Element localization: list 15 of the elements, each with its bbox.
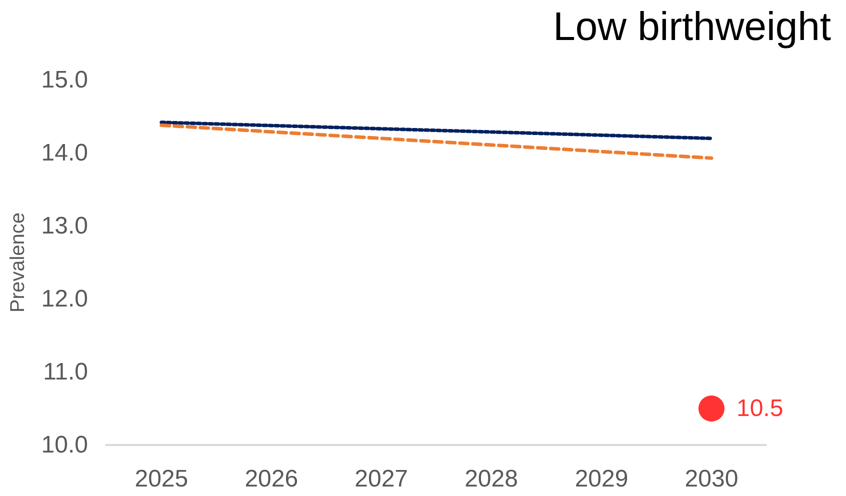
y-tick-label: 11.0 <box>43 358 88 386</box>
y-tick-label: 13.0 <box>41 212 88 240</box>
x-tick-label: 2027 <box>354 466 408 492</box>
x-tick-label: 2025 <box>134 466 188 492</box>
x-tick-label: 2030 <box>684 466 738 492</box>
x-tick-label: 2028 <box>464 466 518 492</box>
x-tick-label: 2029 <box>574 466 628 492</box>
y-tick-label: 12.0 <box>41 286 88 312</box>
chart-title: Low birthweight <box>553 5 832 49</box>
y-axis-title: Prevalence <box>7 212 29 313</box>
data-label: 10.5 <box>736 395 784 422</box>
y-tick-label: 14.0 <box>41 140 88 166</box>
y-tick-label: 15.0 <box>41 66 88 94</box>
y-tick-label: 10.0 <box>41 432 88 458</box>
x-tick-label: 2026 <box>244 466 298 492</box>
